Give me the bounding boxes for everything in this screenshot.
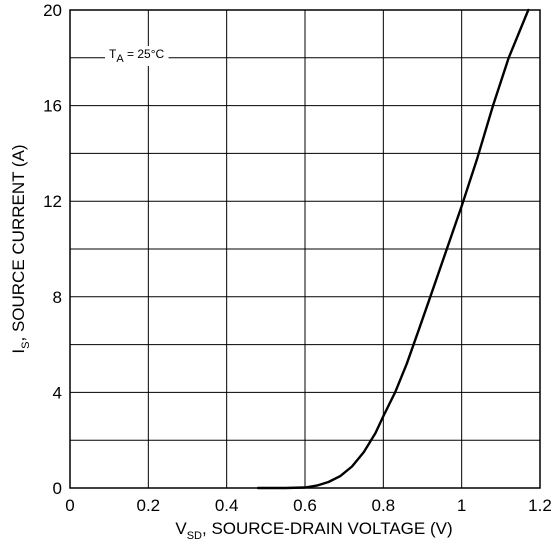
source-current-curve bbox=[256, 8, 530, 490]
x-axis-title-main: V bbox=[175, 519, 187, 538]
x-axis-title: VSD, SOURCE-DRAIN VOLTAGE (V) bbox=[175, 519, 452, 542]
y-tick-label: 16 bbox=[43, 97, 62, 116]
y-tick-label: 8 bbox=[53, 288, 62, 307]
y-axis-title: IS, SOURCE CURRENT (A) bbox=[9, 144, 32, 353]
x-tick-label: 1.2 bbox=[528, 496, 552, 515]
x-tick-label: 0.8 bbox=[372, 496, 396, 515]
y-tick-label: 4 bbox=[53, 383, 62, 402]
y-tick-labels: 0 4 8 12 16 20 bbox=[43, 1, 62, 498]
x-tick-labels: 0 0.2 0.4 0.6 0.8 1 1.2 bbox=[65, 496, 552, 515]
x-axis-title-subscript: SD bbox=[187, 530, 202, 542]
annotation-subscript: A bbox=[116, 53, 124, 65]
x-tick-label: 0 bbox=[65, 496, 74, 515]
y-axis-title-subscript: S bbox=[20, 342, 32, 349]
y-tick-label: 12 bbox=[43, 192, 62, 211]
y-tick-label: 20 bbox=[43, 1, 62, 20]
x-tick-label: 0.6 bbox=[293, 496, 317, 515]
y-axis-title-main: I bbox=[9, 349, 28, 354]
y-axis-title-rest: , SOURCE CURRENT (A) bbox=[9, 144, 28, 341]
temperature-annotation: TA = 25°C bbox=[109, 47, 165, 65]
grid bbox=[70, 10, 540, 488]
annotation-background bbox=[105, 46, 169, 66]
x-tick-label: 1 bbox=[457, 496, 466, 515]
x-tick-label: 0.4 bbox=[215, 496, 239, 515]
x-tick-label: 0.2 bbox=[137, 496, 161, 515]
annotation-main: T bbox=[109, 47, 117, 61]
annotation-rest: = 25°C bbox=[124, 47, 165, 61]
y-tick-label: 0 bbox=[53, 479, 62, 498]
x-axis-title-rest: , SOURCE-DRAIN VOLTAGE (V) bbox=[202, 519, 453, 538]
